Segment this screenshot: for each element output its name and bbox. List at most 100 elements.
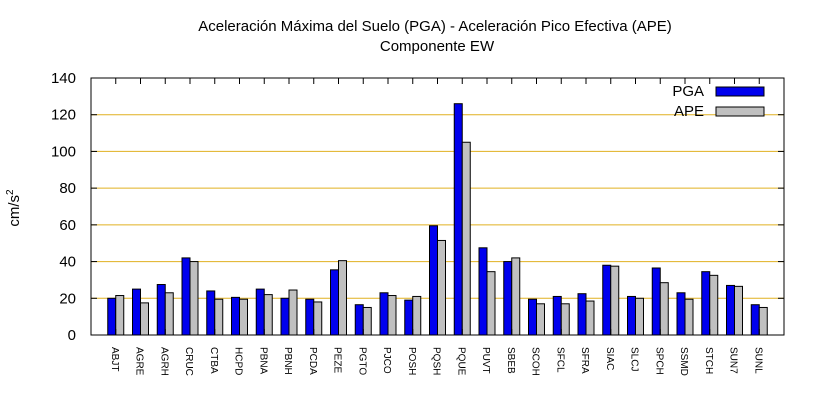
bar-pga-sunl xyxy=(750,304,760,336)
bar-pga-ssmd xyxy=(676,292,686,336)
bar-ape-posh xyxy=(412,295,422,336)
x-tick-label-slcj: SLCJ xyxy=(629,347,640,371)
bar-ape-ctba xyxy=(214,298,224,336)
bar-pga-siac xyxy=(602,264,612,336)
bar-ape-pqsh xyxy=(437,239,446,336)
bar-ape-pgto xyxy=(362,306,372,336)
x-tick-label-agre: AGRE xyxy=(134,347,145,376)
bar-ape-sun7 xyxy=(734,285,743,336)
bar-pga-pqsh xyxy=(429,225,438,336)
x-tick-label-siac: SIAC xyxy=(604,347,615,370)
bar-ape-pbna xyxy=(263,294,273,336)
legend-swatch-ape xyxy=(715,106,765,117)
bar-ape-scoh xyxy=(536,303,545,336)
x-tick-label-pqsh: PQSH xyxy=(431,347,442,375)
x-tick-label-posh: POSH xyxy=(406,347,417,375)
bars xyxy=(107,103,768,336)
y-axis: 0 20 40 60 80 100 120 140 xyxy=(51,70,784,344)
legend: PGA APE xyxy=(672,83,765,120)
svg-text:cm/s2: cm/s2 xyxy=(5,189,23,227)
bar-pga-abjt xyxy=(107,297,117,336)
x-tick-label-stch: STCH xyxy=(703,347,714,374)
bar-pga-sfra xyxy=(577,293,587,336)
x-tick-label-pcda: PCDA xyxy=(307,347,318,375)
bar-pga-sbeb xyxy=(503,261,513,336)
bar-ape-peze xyxy=(338,260,347,336)
x-tick-label-sun7: SUN7 xyxy=(728,347,739,374)
x-tick-label-puvt: PUVT xyxy=(480,347,491,374)
bar-pga-sfcl xyxy=(552,295,562,336)
x-tick-label-cruc: CRUC xyxy=(183,347,194,376)
bar-pga-scoh xyxy=(528,298,537,336)
x-axis: ABJT AGRE AGRH CRUC CTBA HCPD PBNA PBNH PCDA PEZE… xyxy=(109,78,763,376)
x-tick-label-pbnh: PBNH xyxy=(282,347,293,375)
bar-pga-pgto xyxy=(354,304,364,336)
bar-ape-spch xyxy=(659,282,669,336)
bar-pga-peze xyxy=(330,269,339,336)
bar-pga-pbnh xyxy=(280,297,290,336)
bar-ape-puvt xyxy=(486,271,496,336)
bar-ape-pjco xyxy=(387,295,397,336)
bar-ape-hcpd xyxy=(239,298,248,336)
x-tick-label-spch: SPCH xyxy=(653,347,664,375)
x-tick-label-agrh: AGRH xyxy=(158,347,169,376)
bar-ape-pcda xyxy=(313,301,323,336)
legend-label-ape: APE xyxy=(674,103,704,120)
bar-pga-pjco xyxy=(379,292,389,336)
bar-pga-pque xyxy=(453,103,463,336)
bar-pga-sun7 xyxy=(726,284,735,336)
bar-pga-ctba xyxy=(206,290,216,336)
bar-ape-siac xyxy=(610,265,620,336)
x-tick-label-scoh: SCOH xyxy=(530,347,541,376)
y-tick-label-0: 0 xyxy=(68,327,76,344)
y-tick-label-40: 40 xyxy=(59,254,76,271)
y-tick-label-100: 100 xyxy=(51,143,76,160)
chart-title: Aceleración Máxima del Suelo (PGA) - Ace… xyxy=(198,18,672,35)
x-tick-label-pbna: PBNA xyxy=(257,347,268,375)
x-tick-label-pgto: PGTO xyxy=(356,347,367,375)
bar-pga-slcj xyxy=(627,295,636,336)
x-tick-label-peze: PEZE xyxy=(332,347,343,373)
bar-ape-agrh xyxy=(164,292,174,336)
x-tick-label-sfcl: SFCL xyxy=(554,347,565,373)
x-tick-label-hcpd: HCPD xyxy=(233,347,244,375)
bar-pga-pcda xyxy=(305,298,315,336)
bar-ape-abjt xyxy=(115,295,125,336)
y-tick-label-20: 20 xyxy=(59,290,76,307)
y-tick-label-120: 120 xyxy=(51,107,76,124)
bar-pga-puvt xyxy=(478,247,488,336)
bar-ape-pbnh xyxy=(288,289,298,336)
legend-label-pga: PGA xyxy=(672,83,704,100)
y-tick-label-60: 60 xyxy=(59,217,76,234)
bar-ape-pque xyxy=(461,141,471,336)
bar-pga-cruc xyxy=(181,257,191,336)
bar-pga-stch xyxy=(701,271,711,336)
bar-ape-cruc xyxy=(189,261,199,336)
x-tick-label-sfra: SFRA xyxy=(579,347,590,374)
y-axis-label-exponent: 2 xyxy=(5,189,16,195)
x-tick-label-sbeb: SBEB xyxy=(505,347,516,374)
x-tick-label-pjco: PJCO xyxy=(381,347,392,374)
y-tick-label-140: 140 xyxy=(51,70,76,87)
x-tick-label-ctba: CTBA xyxy=(208,347,219,374)
bar-pga-spch xyxy=(651,267,661,336)
bar-pga-agrh xyxy=(156,284,166,336)
bar-pga-posh xyxy=(404,299,414,336)
bar-ape-sfcl xyxy=(560,303,570,336)
bar-ape-stch xyxy=(709,274,719,336)
bar-ape-agre xyxy=(140,302,149,336)
bar-ape-ssmd xyxy=(684,298,694,336)
bar-ape-sfra xyxy=(585,300,595,336)
y-axis-label: cm/s2 xyxy=(5,189,23,227)
bar-ape-slcj xyxy=(635,297,644,336)
bar-ape-sbeb xyxy=(511,257,521,336)
x-tick-label-abjt: ABJT xyxy=(109,347,120,371)
bar-pga-agre xyxy=(132,288,141,336)
legend-swatch-pga xyxy=(715,86,765,97)
y-tick-label-80: 80 xyxy=(59,180,76,197)
bar-pga-pbna xyxy=(255,288,265,336)
x-tick-label-pque: PQUE xyxy=(455,347,466,376)
bar-pga-hcpd xyxy=(231,296,240,336)
x-tick-label-ssmd: SSMD xyxy=(678,347,689,376)
